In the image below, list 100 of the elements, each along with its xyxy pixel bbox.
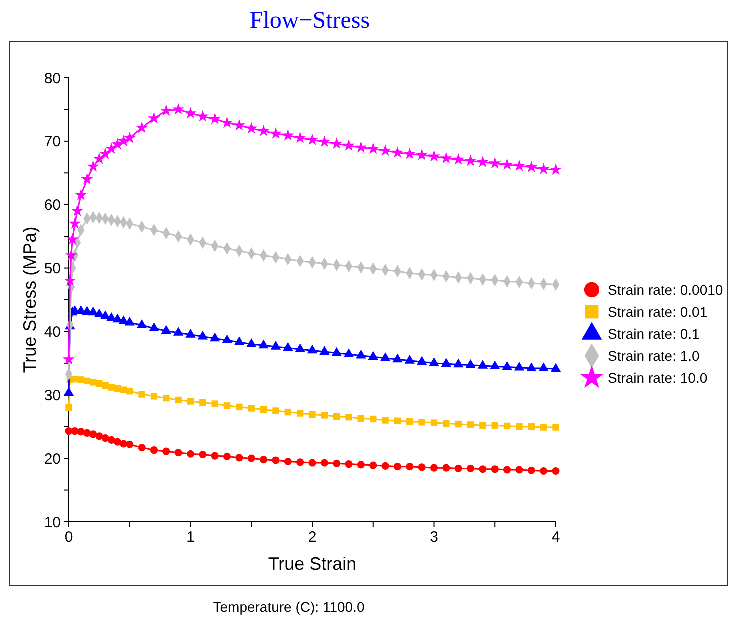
point bbox=[333, 460, 341, 468]
point bbox=[489, 157, 502, 169]
point bbox=[430, 464, 438, 472]
point bbox=[258, 340, 269, 349]
point bbox=[112, 314, 123, 323]
point bbox=[114, 438, 122, 446]
point bbox=[162, 448, 170, 456]
point bbox=[514, 362, 525, 371]
point bbox=[380, 144, 392, 156]
point bbox=[149, 322, 160, 332]
y-tick-label: 70 bbox=[44, 134, 61, 151]
point bbox=[75, 189, 88, 200]
legend-label: Strain rate: 0.0010 bbox=[608, 282, 724, 298]
point bbox=[126, 440, 134, 448]
point bbox=[550, 164, 562, 176]
point bbox=[418, 419, 426, 426]
point bbox=[199, 450, 207, 459]
point bbox=[392, 354, 403, 363]
point bbox=[212, 400, 218, 408]
point bbox=[346, 414, 352, 421]
point bbox=[64, 274, 76, 286]
point bbox=[430, 420, 438, 426]
point bbox=[370, 416, 377, 423]
point bbox=[442, 464, 450, 472]
point bbox=[187, 398, 194, 405]
point bbox=[175, 396, 182, 404]
point bbox=[90, 379, 97, 386]
point bbox=[370, 462, 378, 470]
point bbox=[528, 424, 536, 430]
point bbox=[120, 386, 128, 394]
x-tick-label: 1 bbox=[186, 529, 195, 546]
point bbox=[224, 402, 231, 410]
point bbox=[72, 376, 78, 383]
point bbox=[246, 122, 258, 134]
point bbox=[210, 332, 220, 342]
point bbox=[81, 173, 94, 185]
point bbox=[246, 338, 257, 348]
point bbox=[200, 399, 206, 406]
point bbox=[136, 319, 148, 328]
point bbox=[296, 410, 304, 417]
point bbox=[83, 429, 92, 437]
point bbox=[161, 325, 172, 334]
point bbox=[150, 446, 158, 454]
point bbox=[358, 415, 365, 422]
point bbox=[406, 418, 414, 426]
point bbox=[78, 376, 85, 384]
point bbox=[296, 458, 304, 466]
point bbox=[504, 422, 511, 430]
point bbox=[464, 154, 477, 166]
point bbox=[416, 356, 428, 366]
point bbox=[270, 127, 282, 139]
y-tick-label: 20 bbox=[44, 450, 61, 468]
point bbox=[198, 330, 208, 340]
point bbox=[100, 310, 111, 320]
point bbox=[234, 336, 245, 346]
point bbox=[306, 134, 319, 146]
legend-label: Strain rate: 0.1 bbox=[608, 326, 700, 342]
point bbox=[320, 346, 330, 355]
point bbox=[186, 329, 196, 338]
point bbox=[284, 458, 292, 466]
point bbox=[466, 464, 475, 472]
point bbox=[467, 422, 474, 428]
point bbox=[332, 347, 342, 356]
point bbox=[404, 355, 415, 364]
point bbox=[516, 424, 523, 430]
point bbox=[223, 452, 232, 460]
chart-title: Flow−Stress bbox=[250, 8, 370, 34]
point bbox=[406, 463, 414, 471]
point bbox=[380, 352, 391, 362]
point bbox=[538, 362, 549, 372]
text: Temperature (C): 1100.0 bbox=[213, 599, 365, 615]
point bbox=[284, 408, 292, 416]
point bbox=[272, 408, 280, 414]
point bbox=[452, 153, 465, 165]
point bbox=[454, 464, 462, 472]
point bbox=[492, 422, 498, 429]
point bbox=[260, 456, 268, 464]
point bbox=[136, 122, 148, 134]
point bbox=[502, 361, 512, 370]
y-tick-label: 10 bbox=[44, 514, 61, 532]
point bbox=[148, 112, 160, 124]
point bbox=[404, 148, 416, 160]
point bbox=[69, 218, 82, 230]
y-tick-label: 50 bbox=[44, 260, 61, 278]
point bbox=[126, 388, 134, 395]
point bbox=[356, 350, 366, 359]
point bbox=[528, 466, 536, 474]
point bbox=[443, 420, 450, 428]
point bbox=[382, 462, 390, 470]
point bbox=[526, 362, 537, 372]
point bbox=[479, 466, 487, 474]
point bbox=[100, 148, 112, 160]
point bbox=[282, 129, 294, 141]
point bbox=[150, 393, 158, 400]
point bbox=[124, 316, 135, 326]
point bbox=[102, 382, 109, 389]
point bbox=[172, 103, 185, 115]
point bbox=[394, 463, 402, 471]
point bbox=[321, 412, 328, 419]
point bbox=[90, 430, 98, 438]
